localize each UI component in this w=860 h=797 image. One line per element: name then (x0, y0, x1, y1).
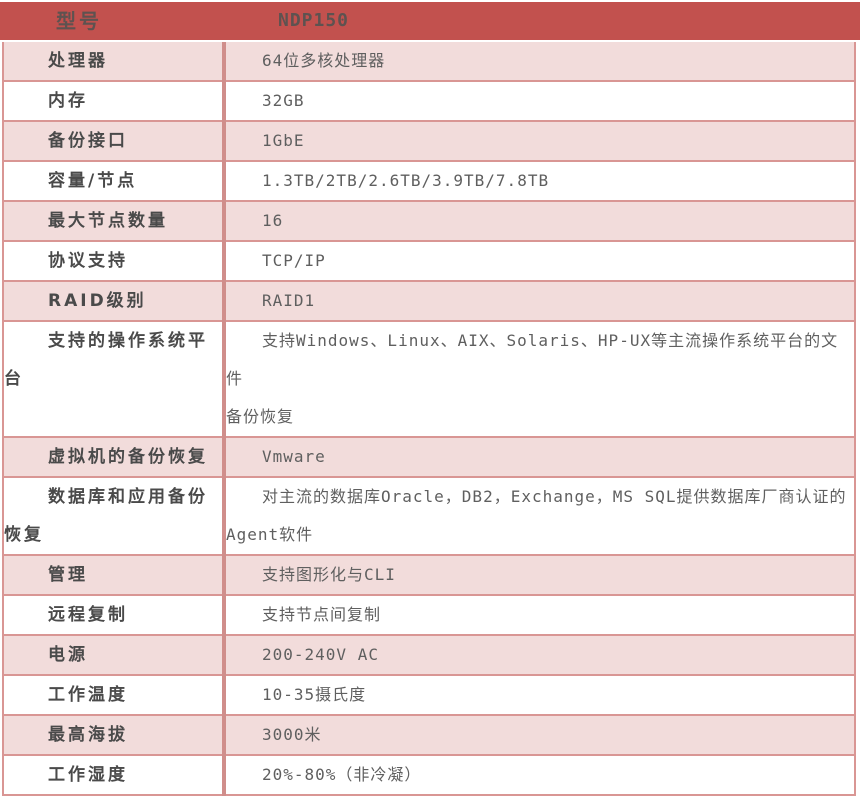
table-row: 数据库和应用备份 恢复 对主流的数据库Oracle，DB2，Exchange，M… (4, 478, 854, 556)
spec-label: 工作温度 (48, 685, 128, 705)
spec-label: 虚拟机的备份恢复 (48, 447, 208, 467)
spec-value: 200-240V AC (262, 645, 379, 664)
spec-label: 内存 (48, 91, 88, 111)
spec-label: 容量/节点 (48, 171, 138, 191)
spec-label: 电源 (48, 645, 88, 665)
table-row: 远程复制 支持节点间复制 (4, 596, 854, 636)
table-row: RAID级别 RAID1 (4, 282, 854, 322)
column-divider (222, 42, 226, 796)
table-row: 最高海拔 3000米 (4, 716, 854, 756)
spec-value: 32GB (262, 91, 305, 110)
spec-label: 协议支持 (48, 251, 128, 271)
table-row: 容量/节点 1.3TB/2TB/2.6TB/3.9TB/7.8TB (4, 162, 854, 202)
spec-value: 对主流的数据库Oracle，DB2，Exchange，MS SQL提供数据库厂商… (226, 487, 847, 544)
spec-value: 支持图形化与CLI (262, 565, 396, 584)
table-row: 工作温度 10-35摄氏度 (4, 676, 854, 716)
table-row: 管理 支持图形化与CLI (4, 556, 854, 596)
table-body: 处理器 64位多核处理器 内存 32GB 备份接口 1GbE 容量/节点 1.3… (2, 42, 856, 796)
table-header-row: 型号 NDP150 (0, 2, 860, 40)
spec-value: 20%-80%（非冷凝） (262, 765, 422, 784)
spec-label: 处理器 (48, 51, 108, 71)
spec-value: 64位多核处理器 (262, 51, 386, 70)
spec-value: 支持节点间复制 (262, 605, 382, 624)
spec-value: 16 (262, 211, 284, 230)
spec-value: RAID1 (262, 291, 316, 310)
spec-value: 支持Windows、Linux、AIX、Solaris、HP-UX等主流操作系统… (226, 331, 839, 426)
spec-label: 远程复制 (48, 605, 128, 625)
spec-value: 10-35摄氏度 (262, 685, 367, 704)
table-row: 支持的操作系统平 台 支持Windows、Linux、AIX、Solaris、H… (4, 322, 854, 438)
spec-value: 1.3TB/2TB/2.6TB/3.9TB/7.8TB (262, 171, 550, 190)
table-row: 处理器 64位多核处理器 (4, 42, 854, 82)
table-row: 备份接口 1GbE (4, 122, 854, 162)
spec-label: 最高海拔 (48, 725, 128, 745)
spec-value: TCP/IP (262, 251, 326, 270)
table-row: 协议支持 TCP/IP (4, 242, 854, 282)
header-model-label: 型号 (56, 9, 102, 33)
spec-label: 备份接口 (48, 131, 128, 151)
table-row: 内存 32GB (4, 82, 854, 122)
table-row: 虚拟机的备份恢复 Vmware (4, 438, 854, 478)
spec-label: 最大节点数量 (48, 211, 168, 231)
spec-label: 支持的操作系统平 台 (4, 331, 208, 389)
spec-label: 工作湿度 (48, 765, 128, 785)
spec-value: 1GbE (262, 131, 305, 150)
spec-label: 管理 (48, 565, 88, 585)
spec-label: RAID级别 (48, 291, 147, 311)
table-row: 电源 200-240V AC (4, 636, 854, 676)
spec-value: 3000米 (262, 725, 322, 744)
table-row: 最大节点数量 16 (4, 202, 854, 242)
table-row: 工作湿度 20%-80%（非冷凝） (4, 756, 854, 796)
header-model-value: NDP150 (278, 10, 350, 31)
spec-value: Vmware (262, 447, 326, 466)
spec-label: 数据库和应用备份 恢复 (4, 487, 208, 545)
